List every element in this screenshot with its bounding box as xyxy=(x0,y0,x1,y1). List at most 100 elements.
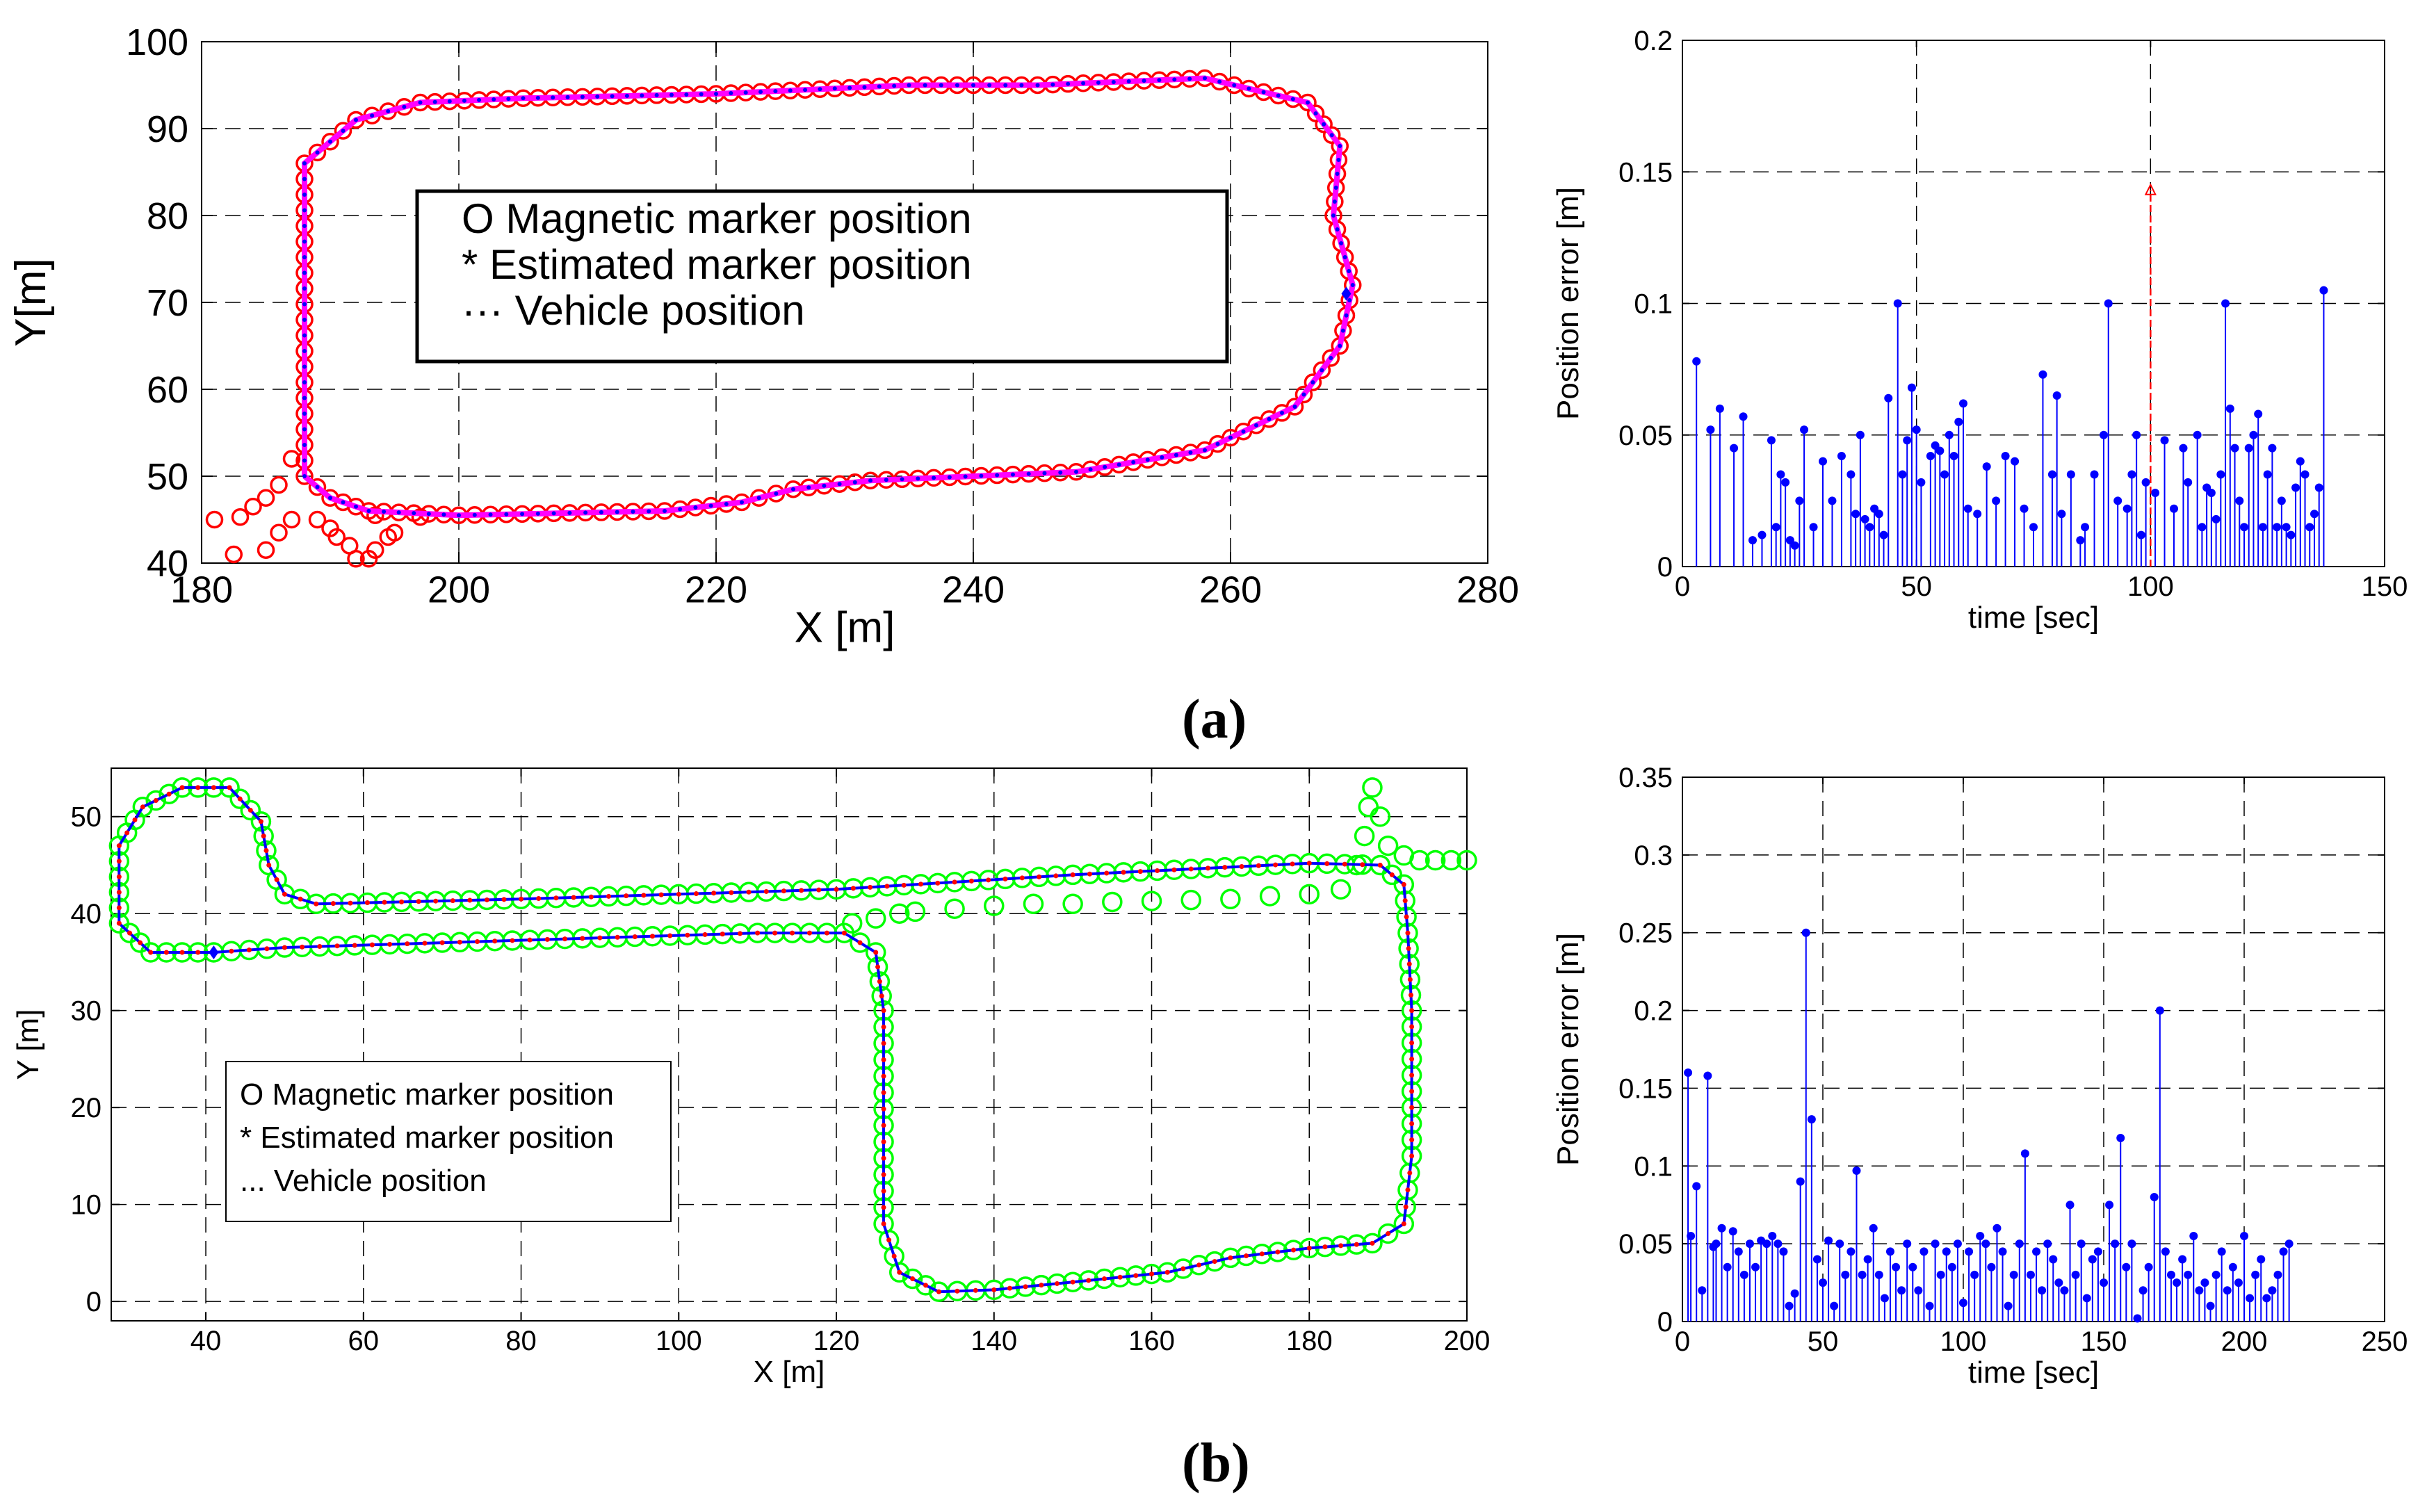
estimated-marker xyxy=(302,412,307,416)
magnetic-marker xyxy=(282,510,301,529)
x-tick-label: 200 xyxy=(1444,1326,1491,1356)
x-axis-label: X [m] xyxy=(754,1355,825,1389)
estimated-marker xyxy=(632,934,638,940)
estimated-marker xyxy=(711,891,717,896)
stem-marker xyxy=(2054,1278,2063,1287)
estimated-marker xyxy=(477,97,482,102)
stem-marker xyxy=(2043,1239,2052,1249)
estimated-marker xyxy=(881,1073,886,1079)
stem-marker xyxy=(2173,1278,2182,1287)
estimated-marker xyxy=(302,224,307,228)
estimated-marker xyxy=(317,943,323,949)
estimated-marker xyxy=(790,930,795,936)
stem-marker xyxy=(1965,1247,1974,1256)
estimated-marker xyxy=(302,177,307,181)
stem-marker xyxy=(1970,1270,1979,1279)
estimated-marker xyxy=(932,475,936,480)
estimated-marker xyxy=(1338,144,1342,148)
y-axis-label: Position error [m] xyxy=(1551,933,1585,1166)
stem-marker xyxy=(2081,523,2090,532)
estimated-marker xyxy=(544,936,550,942)
estimated-marker xyxy=(302,349,307,353)
estimated-marker xyxy=(1058,470,1063,475)
stem-marker xyxy=(1739,412,1748,421)
stem-marker xyxy=(1801,928,1810,937)
estimated-marker xyxy=(631,509,635,514)
estimated-marker xyxy=(402,104,407,109)
estimated-marker xyxy=(127,930,132,936)
estimated-marker xyxy=(624,893,629,899)
stem-marker xyxy=(2011,457,2020,466)
x-tick-label: 220 xyxy=(685,569,747,611)
magnetic-marker xyxy=(1102,891,1123,913)
stem-marker xyxy=(2122,504,2132,513)
estimated-marker xyxy=(624,93,629,98)
estimated-marker xyxy=(1023,1284,1028,1290)
estimated-marker xyxy=(1290,861,1295,867)
estimated-marker xyxy=(806,930,812,936)
stem-marker xyxy=(1884,393,1893,403)
stem-marker xyxy=(2223,1286,2232,1295)
x-tick-label: 200 xyxy=(2221,1326,2268,1357)
estimated-marker xyxy=(649,934,655,939)
estimated-marker xyxy=(416,899,421,904)
estimated-marker xyxy=(1301,392,1306,397)
estimated-marker xyxy=(1131,460,1136,464)
y-tick-label: 0.2 xyxy=(1634,26,1673,56)
estimated-marker xyxy=(521,96,526,101)
x-tick-label: 0 xyxy=(1675,571,1690,602)
stem-marker xyxy=(1981,1239,1990,1249)
estimated-marker xyxy=(426,512,431,517)
estimated-marker xyxy=(881,1155,886,1161)
stem-marker xyxy=(2088,1255,2097,1264)
estimated-marker xyxy=(667,933,673,938)
estimated-marker xyxy=(302,427,307,432)
estimated-marker xyxy=(551,95,555,100)
estimated-marker xyxy=(298,896,303,902)
estimated-marker xyxy=(536,896,542,902)
estimated-marker xyxy=(886,1237,892,1243)
x-tick-label: 250 xyxy=(2362,1326,2408,1357)
estimated-marker xyxy=(302,333,307,338)
estimated-marker xyxy=(987,83,992,88)
stem-marker xyxy=(1858,1270,1867,1279)
estimated-marker xyxy=(663,509,667,513)
estimated-marker xyxy=(1370,1240,1375,1246)
magnetic-marker xyxy=(902,1268,923,1290)
magnetic-marker xyxy=(257,489,275,507)
estimated-marker xyxy=(743,90,748,95)
stem-marker xyxy=(1723,1262,1732,1271)
estimated-marker xyxy=(1222,865,1228,870)
magnetic-marker xyxy=(159,783,179,804)
estimated-marker xyxy=(229,948,234,954)
estimated-marker xyxy=(1256,863,1261,868)
estimated-marker xyxy=(266,862,272,868)
magnetic-marker xyxy=(240,799,261,821)
estimated-marker xyxy=(1386,1230,1391,1236)
estimated-marker xyxy=(1157,78,1162,83)
stem-marker xyxy=(1898,470,1907,479)
estimated-marker xyxy=(884,478,888,482)
estimated-marker xyxy=(1389,872,1395,877)
estimated-marker xyxy=(553,895,559,901)
estimated-marker xyxy=(755,930,761,936)
estimated-marker xyxy=(881,1057,886,1062)
stem-marker xyxy=(1728,1227,1737,1236)
stem-marker xyxy=(2262,1294,2271,1303)
stem-marker xyxy=(1998,1247,2007,1256)
outlier-marker xyxy=(2144,183,2157,195)
estimated-marker xyxy=(1003,83,1008,88)
estimated-marker xyxy=(484,897,489,902)
estimated-marker xyxy=(138,940,143,945)
stem-marker xyxy=(2116,1134,2125,1143)
stem-marker xyxy=(2127,1239,2136,1249)
estimated-marker xyxy=(1409,1121,1415,1126)
x-tick-label: 200 xyxy=(428,569,490,611)
magnetic-marker xyxy=(1180,889,1201,911)
x-tick-label: 120 xyxy=(813,1326,860,1356)
estimated-marker xyxy=(1142,79,1146,83)
stem-marker xyxy=(1807,1115,1816,1124)
magnetic-marker xyxy=(229,788,250,809)
estimated-marker xyxy=(148,950,154,955)
